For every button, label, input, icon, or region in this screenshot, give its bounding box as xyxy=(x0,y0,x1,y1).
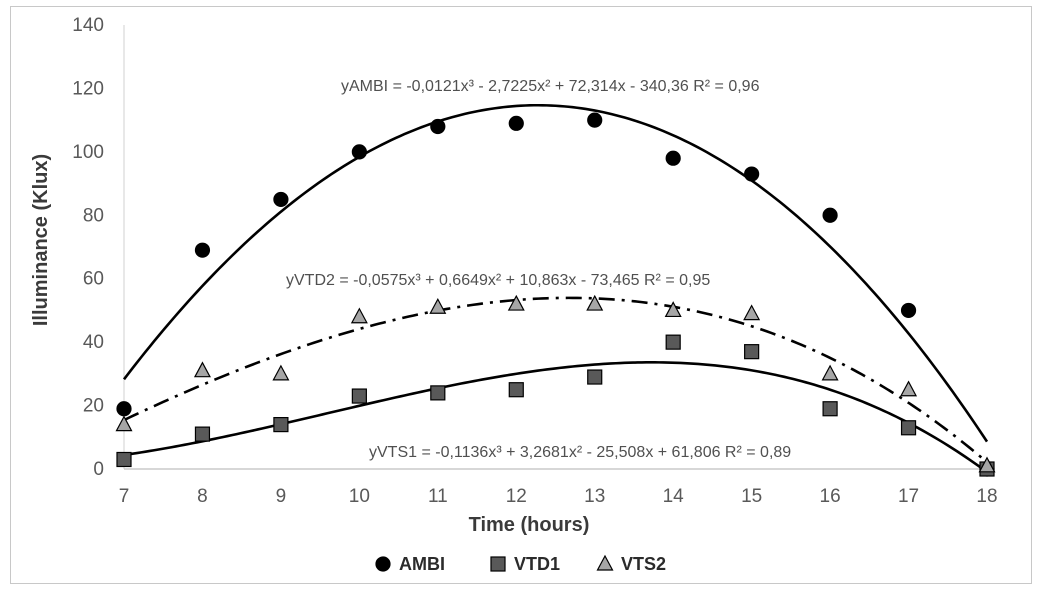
trendlines xyxy=(122,103,989,471)
point-vts2 xyxy=(350,307,368,324)
legend-label-vtd1: VTD1 xyxy=(514,554,560,574)
point-ambi xyxy=(116,401,132,417)
point-vtd1 xyxy=(665,334,681,350)
x-tick-label: 12 xyxy=(506,486,527,507)
y-tick-label: 100 xyxy=(72,142,104,163)
x-tick-label: 17 xyxy=(898,486,919,507)
point-ambi xyxy=(194,242,211,258)
x-tick-label: 16 xyxy=(820,486,841,507)
point-vtd1 xyxy=(822,401,838,417)
point-vts2 xyxy=(664,301,682,318)
point-vts2 xyxy=(821,364,839,381)
point-vtd1 xyxy=(587,369,603,385)
axes xyxy=(123,25,987,470)
point-vtd1 xyxy=(744,344,760,360)
point-vtd1 xyxy=(351,388,367,404)
point-vts2 xyxy=(586,294,604,311)
point-vtd1 xyxy=(508,382,524,398)
illuminance-chart: 0 20 40 60 80 100 120 140 7 8 9 10 11 12 13 14 15 16 17 18… xyxy=(30,15,998,574)
point-ambi xyxy=(587,112,603,128)
equation-ambi: yAMBI = -0,0121x³ - 2,7225x² + 72,314x -… xyxy=(341,78,760,95)
y-axis-title: Illuminance (Klux) xyxy=(30,154,52,326)
y-tick-label: 40 xyxy=(83,332,104,353)
y-tick-label: 20 xyxy=(83,396,104,417)
y-tick-label: 80 xyxy=(83,205,104,226)
trendline-vtd1 xyxy=(123,361,988,471)
point-vtd1 xyxy=(194,426,211,442)
point-ambi xyxy=(508,115,524,131)
point-vts2 xyxy=(507,294,525,311)
point-ambi xyxy=(900,302,917,319)
chart-frame: 0 20 40 60 80 100 120 140 7 8 9 10 11 12 13 14 15 16 17 18… xyxy=(10,6,1032,584)
equation-vts1: yVTS1 = -0,1136x³ + 3,2681x² - 25,508x +… xyxy=(369,444,791,461)
x-tick-labels: 7 8 9 10 11 12 13 14 15 16 17 18 xyxy=(119,486,998,507)
legend-marker-ambi xyxy=(375,556,391,572)
point-vts2 xyxy=(429,297,447,314)
point-vtd1 xyxy=(900,420,917,436)
equation-vtd2: yVTD2 = -0,0575x³ + 0,6649x² + 10,863x -… xyxy=(286,272,710,289)
x-tick-label: 14 xyxy=(663,486,685,507)
point-ambi xyxy=(351,144,367,160)
point-ambi xyxy=(822,207,838,223)
x-tick-label: 18 xyxy=(976,486,997,507)
x-tick-label: 9 xyxy=(276,486,287,507)
point-ambi xyxy=(665,150,681,166)
y-tick-label: 140 xyxy=(72,15,104,36)
point-vtd1 xyxy=(430,385,446,401)
trendline-vts2 xyxy=(123,296,988,464)
trendline-ambi xyxy=(122,103,989,443)
x-tick-label: 11 xyxy=(428,486,448,507)
point-vtd1 xyxy=(116,451,132,468)
point-vts2 xyxy=(115,415,133,432)
point-vtd1 xyxy=(273,417,289,433)
legend-marker-vtd1 xyxy=(490,556,506,572)
x-tick-label: 13 xyxy=(584,486,605,507)
point-ambi xyxy=(273,191,289,208)
legend-marker-vts2 xyxy=(596,554,614,571)
point-ambi xyxy=(430,118,446,135)
x-tick-label: 8 xyxy=(197,486,208,507)
point-vts2 xyxy=(272,364,290,381)
point-vts2 xyxy=(743,304,761,321)
legend-label-vts2: VTS2 xyxy=(621,554,666,574)
x-tick-label: 10 xyxy=(349,486,370,507)
y-tick-labels: 0 20 40 60 80 100 120 140 xyxy=(72,15,104,480)
y-tick-label: 0 xyxy=(93,459,104,480)
legend-label-ambi: AMBI xyxy=(399,554,445,574)
y-tick-label: 60 xyxy=(83,269,104,290)
x-tick-label: 7 xyxy=(119,486,130,507)
x-axis-title: Time (hours) xyxy=(469,514,590,536)
point-vts2 xyxy=(193,361,211,378)
data-points xyxy=(115,112,996,477)
x-tick-label: 15 xyxy=(741,486,762,507)
y-tick-label: 120 xyxy=(72,78,104,99)
point-ambi xyxy=(744,166,760,182)
legend: AMBI VTD1 VTS2 xyxy=(375,554,666,574)
point-vts2 xyxy=(978,456,996,473)
point-vts2 xyxy=(900,380,918,397)
